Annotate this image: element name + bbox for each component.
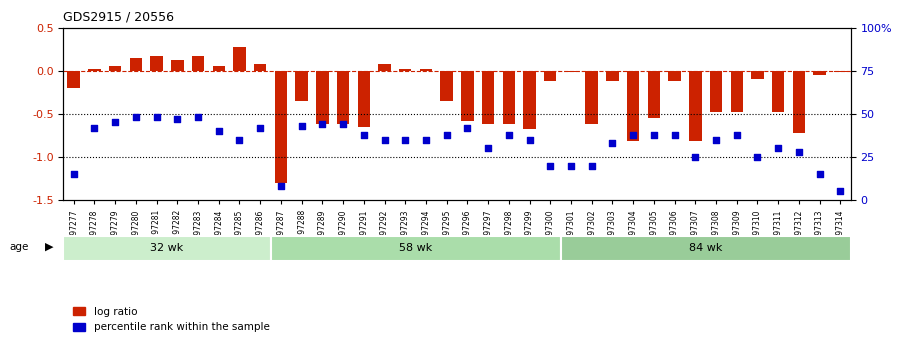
Bar [171,60,184,71]
Bar [192,56,205,71]
Point [460,125,474,130]
Point [419,137,433,142]
Point [108,120,122,125]
Point [315,121,329,127]
Bar [710,71,722,112]
FancyBboxPatch shape [63,236,271,261]
Bar [254,64,266,71]
FancyBboxPatch shape [560,236,851,261]
Point [667,132,681,137]
Text: age: age [9,242,28,252]
Bar [357,71,370,127]
Point [377,137,392,142]
Bar [316,71,329,124]
Point [252,125,268,130]
Bar [481,71,494,124]
Bar [88,69,100,71]
Point [191,115,205,120]
Bar [606,71,619,81]
Bar [586,71,598,124]
Bar [627,71,639,141]
Bar [502,71,515,124]
Bar [420,69,433,71]
Bar [565,71,577,72]
Point [543,163,557,168]
Bar [814,71,826,75]
Text: 84 wk: 84 wk [689,244,722,253]
Point [709,137,723,142]
Point [522,137,537,142]
Point [336,121,350,127]
Bar [233,47,245,71]
Bar [462,71,473,121]
Point [605,140,620,146]
Point [66,171,81,177]
Point [273,184,288,189]
Point [646,132,661,137]
Point [729,132,744,137]
Point [440,132,454,137]
Point [481,146,495,151]
Point [688,154,702,160]
Point [750,154,765,160]
Bar [751,71,764,79]
Bar [730,71,743,112]
Point [357,132,371,137]
Point [87,125,101,130]
Point [149,115,164,120]
Point [398,137,413,142]
Point [294,123,309,129]
Text: GDS2915 / 20556: GDS2915 / 20556 [63,10,175,23]
Bar [441,71,452,101]
Bar [523,71,536,129]
Bar [150,56,163,71]
Point [771,146,786,151]
Point [813,171,827,177]
Text: ▶: ▶ [45,242,53,252]
Bar [109,66,121,71]
Bar [793,71,805,133]
Bar [213,66,225,71]
Point [834,189,848,194]
Bar [337,71,349,124]
Point [626,132,641,137]
Bar [295,71,308,101]
Bar [68,71,80,88]
Point [792,149,806,155]
Bar [834,71,846,72]
Point [233,137,247,142]
Bar [129,58,142,71]
Text: 58 wk: 58 wk [399,244,433,253]
Bar [399,69,412,71]
FancyBboxPatch shape [271,236,560,261]
Bar [544,71,557,81]
Bar [669,71,681,81]
Bar [772,71,785,112]
Point [501,132,516,137]
Point [170,116,185,122]
Bar [275,71,287,183]
Legend: log ratio, percentile rank within the sample: log ratio, percentile rank within the sa… [69,303,273,336]
Point [585,163,599,168]
Bar [648,71,660,118]
Point [212,128,226,134]
Point [129,115,143,120]
Bar [378,64,391,71]
Text: 32 wk: 32 wk [150,244,184,253]
Bar [689,71,701,141]
Point [564,163,578,168]
